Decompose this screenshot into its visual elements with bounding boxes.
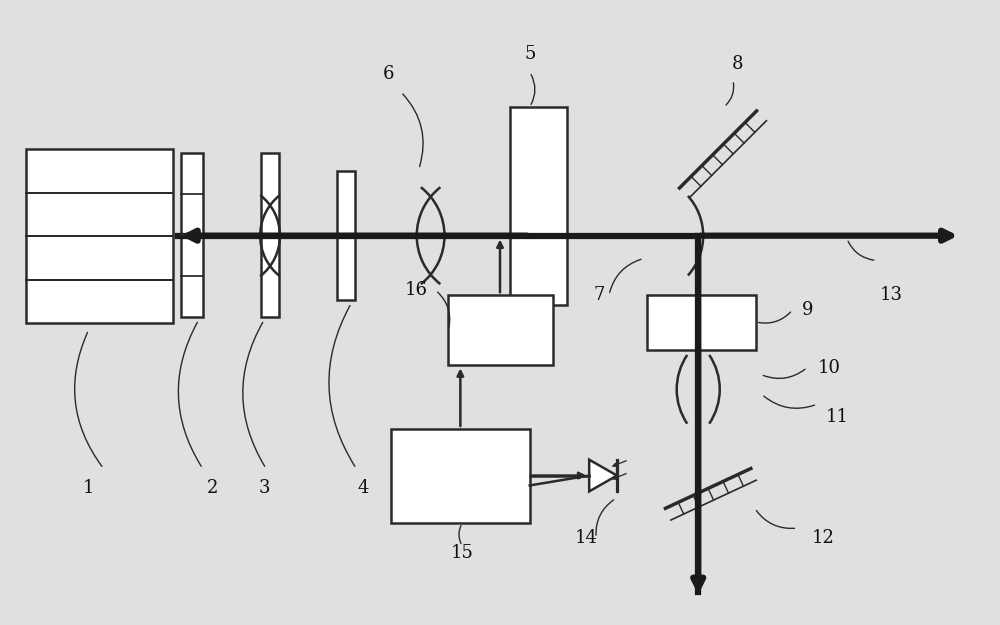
FancyBboxPatch shape — [448, 295, 553, 364]
Text: 9: 9 — [801, 301, 813, 319]
FancyBboxPatch shape — [26, 149, 173, 323]
FancyBboxPatch shape — [647, 295, 756, 349]
Text: 8: 8 — [732, 55, 744, 73]
Text: 6: 6 — [383, 65, 395, 83]
Text: 11: 11 — [825, 408, 848, 426]
Text: 10: 10 — [818, 359, 841, 376]
Polygon shape — [589, 459, 617, 491]
Text: 2: 2 — [207, 479, 218, 498]
Text: 16: 16 — [404, 281, 427, 299]
FancyBboxPatch shape — [181, 153, 203, 317]
Text: 4: 4 — [358, 479, 369, 498]
Text: 5: 5 — [524, 46, 535, 63]
Text: 3: 3 — [258, 479, 270, 498]
Text: 12: 12 — [812, 529, 835, 547]
Text: 7: 7 — [593, 286, 605, 304]
FancyBboxPatch shape — [391, 429, 530, 523]
Text: 13: 13 — [880, 286, 903, 304]
Text: 1: 1 — [83, 479, 94, 498]
Text: 14: 14 — [575, 529, 598, 547]
FancyBboxPatch shape — [261, 153, 279, 317]
FancyBboxPatch shape — [510, 107, 567, 305]
Text: 15: 15 — [451, 544, 474, 562]
FancyBboxPatch shape — [337, 171, 355, 300]
